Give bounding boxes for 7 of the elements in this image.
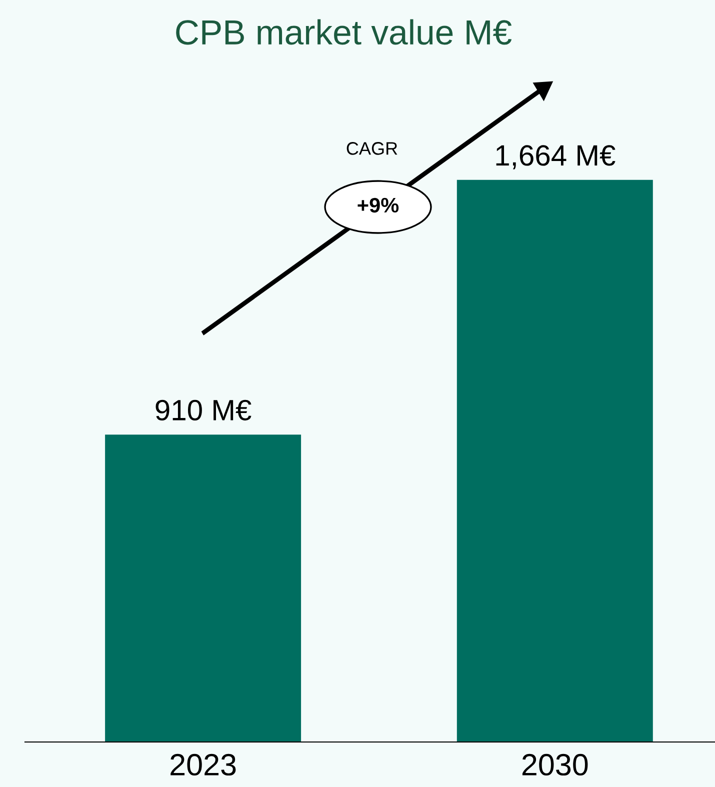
text: CAGR [346, 142, 398, 155]
x-tick-label: 2030 [522, 754, 588, 776]
data-label: 1,664 M€ [496, 145, 616, 170]
chart-title: CPB market value M€ [176, 19, 512, 45]
annotation: +9% [358, 198, 399, 213]
x-tick-label: 2023 [170, 754, 236, 776]
data-label: 910 M€ [156, 400, 252, 420]
